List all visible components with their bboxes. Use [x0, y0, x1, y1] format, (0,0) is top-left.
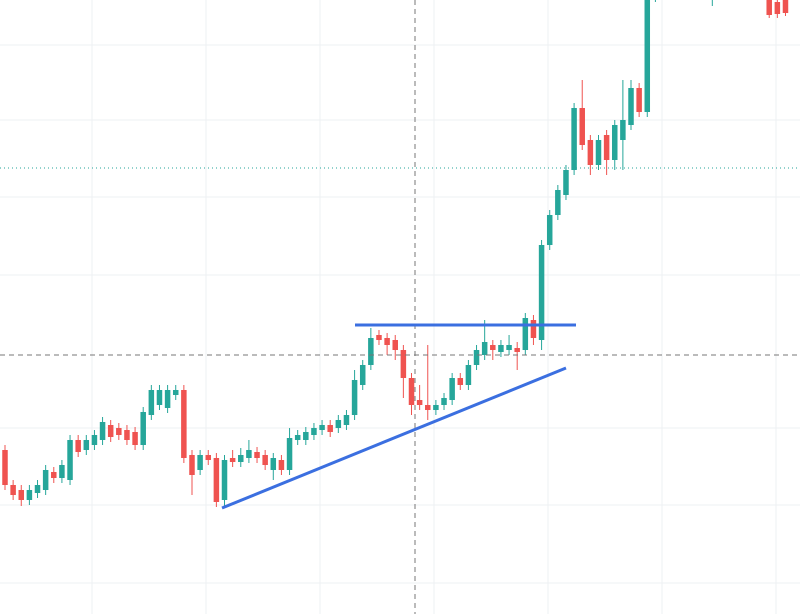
candle-body [449, 378, 455, 400]
candle-body [59, 465, 65, 478]
candle-body [579, 108, 585, 145]
candle-body [164, 390, 171, 408]
candle-body [644, 0, 651, 112]
candle-body [75, 440, 81, 452]
candle-body [10, 485, 16, 495]
candle-body [238, 455, 244, 462]
candle-body [563, 170, 569, 195]
candle-body [555, 190, 561, 215]
candle-body [612, 125, 618, 160]
candle-body [83, 440, 90, 450]
candle-body [392, 340, 398, 350]
candle-body [213, 458, 220, 502]
candle-body [262, 455, 268, 465]
candle-body [636, 88, 642, 112]
candles [2, 0, 789, 508]
candle-body [42, 470, 49, 490]
candle-body [26, 490, 33, 500]
candle-body [416, 400, 423, 405]
candle-body [303, 432, 309, 440]
candle-body [571, 108, 577, 170]
candle-body [51, 472, 57, 478]
candle-body [286, 438, 293, 470]
candle-body [140, 412, 146, 445]
candle-body [368, 338, 374, 365]
candle-body [620, 120, 626, 140]
candle-body [246, 450, 252, 458]
candle-body [587, 140, 594, 165]
candle-body [538, 245, 545, 340]
candle-body [766, 0, 772, 15]
candle-body [490, 345, 496, 350]
candle-body [67, 440, 73, 480]
candle-body [425, 405, 431, 410]
candle-body [481, 342, 488, 355]
candle-body [441, 398, 447, 405]
candle-body [181, 390, 187, 458]
candle-body [530, 320, 537, 338]
candle-body [433, 405, 439, 410]
candle-body [254, 452, 260, 458]
candle-body [189, 455, 195, 475]
candle-body [351, 380, 358, 415]
candle-body [343, 415, 350, 425]
candle-body [514, 348, 520, 352]
candle-body [522, 318, 529, 350]
trend-line [221, 366, 567, 510]
candle-body [156, 390, 163, 405]
candle-body [197, 455, 203, 470]
candle-body [107, 425, 114, 437]
candle-body [384, 338, 390, 345]
candle-body [148, 390, 155, 415]
candle-body [782, 0, 789, 13]
candle-body [359, 365, 366, 385]
candle-body [34, 485, 41, 493]
candle-body [2, 450, 8, 485]
candle-body [408, 378, 415, 405]
candle-body [774, 2, 781, 14]
candle-body [473, 350, 480, 365]
candle-body [99, 422, 106, 440]
candle-body [18, 490, 25, 500]
candle-body [116, 428, 122, 435]
candle-body [335, 420, 342, 428]
candle-body [124, 430, 130, 440]
candle-body [229, 458, 236, 462]
candle-body [327, 425, 333, 432]
candle-body [172, 390, 179, 395]
candle-body [457, 378, 464, 385]
candle-body [506, 345, 512, 350]
candle-body [132, 432, 138, 445]
candle-body [294, 435, 301, 440]
candle-body [311, 428, 317, 435]
candle-body [205, 455, 211, 460]
candle-body [376, 335, 382, 340]
candle-body [270, 458, 277, 470]
candle-body [91, 435, 98, 445]
candle-body [400, 350, 407, 378]
candle-body [465, 365, 472, 385]
candle-body [221, 460, 228, 500]
candle-body [319, 425, 325, 430]
candle-body [546, 215, 553, 245]
candle-body [278, 460, 285, 470]
candle-body [603, 135, 610, 160]
candle-body [628, 88, 634, 125]
candle-body [595, 140, 602, 165]
candle-body [498, 345, 504, 352]
